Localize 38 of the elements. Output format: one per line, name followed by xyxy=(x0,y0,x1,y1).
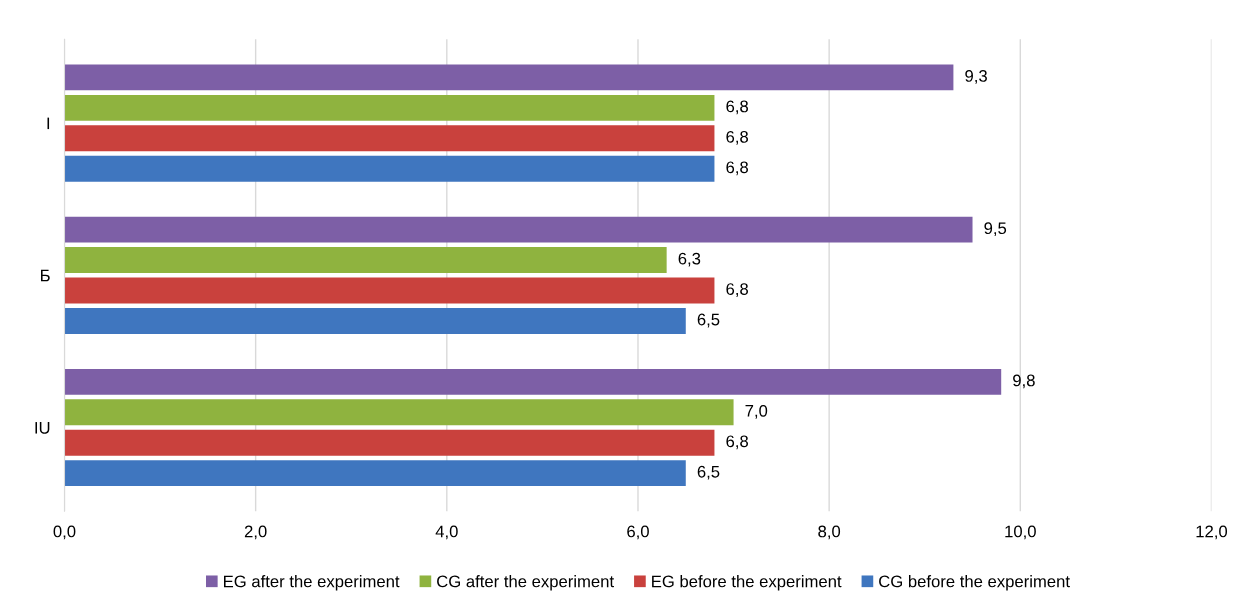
x-tick-label: 4,0 xyxy=(435,525,458,540)
data-label: 6,8 xyxy=(726,100,748,115)
data-label: 6,8 xyxy=(726,435,748,450)
x-tick-label: 0,0 xyxy=(53,525,76,540)
y-tick-label: IU xyxy=(35,422,50,434)
data-label: 6,3 xyxy=(678,252,701,267)
data-label: 9,5 xyxy=(984,222,1007,237)
data-label: 9,8 xyxy=(1013,374,1035,389)
bar xyxy=(64,429,715,456)
data-label: 6,5 xyxy=(697,313,720,328)
bar xyxy=(64,155,715,182)
data-label: 7,0 xyxy=(745,404,768,419)
bar xyxy=(64,277,715,304)
bar xyxy=(64,460,686,487)
bar xyxy=(64,247,667,273)
legend-label: EG after the experiment xyxy=(224,575,400,591)
bar xyxy=(64,399,734,426)
data-label: 6,5 xyxy=(697,465,720,480)
bar xyxy=(64,94,715,121)
legend-label: CG before the experiment xyxy=(879,575,1070,591)
x-tick-label: 6,0 xyxy=(627,525,649,540)
bar xyxy=(64,125,715,152)
legend-label: EG before the experiment xyxy=(652,575,842,591)
data-label: 6,8 xyxy=(726,161,748,176)
y-tick-label: Б xyxy=(41,269,50,282)
bar xyxy=(64,308,686,334)
x-tick-label: 2,0 xyxy=(244,525,267,540)
data-label: 9,3 xyxy=(965,70,987,84)
data-label: 6,8 xyxy=(726,283,748,297)
bar xyxy=(64,64,954,91)
legend-label: CG after the experiment xyxy=(437,575,614,591)
bar xyxy=(64,368,1002,395)
x-tick-label: 10,0 xyxy=(1005,525,1036,540)
bar xyxy=(64,216,973,243)
x-tick-label: 8,0 xyxy=(818,525,841,540)
x-tick-label: 12,0 xyxy=(1196,525,1228,540)
y-tick-label: I xyxy=(47,117,50,130)
data-label: 6,8 xyxy=(726,130,748,145)
